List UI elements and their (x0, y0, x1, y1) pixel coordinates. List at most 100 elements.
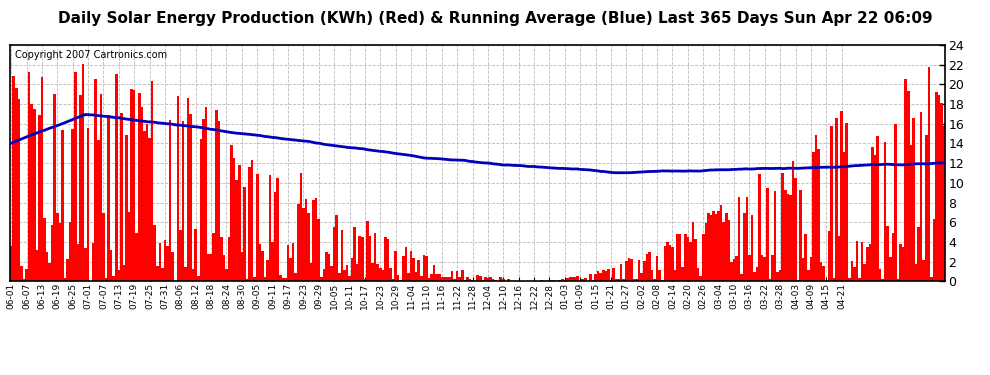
Bar (799, 190, 802, 281)
Bar (363, 279, 366, 281)
Bar (592, 280, 594, 281)
Bar (481, 280, 484, 281)
Bar (146, 124, 148, 281)
Bar (279, 275, 281, 281)
Bar (163, 240, 166, 281)
Bar (46, 252, 49, 281)
Bar (484, 277, 487, 281)
Bar (433, 265, 436, 281)
Bar (74, 72, 76, 281)
Bar (248, 166, 250, 281)
Bar (584, 278, 587, 281)
Bar (420, 276, 423, 281)
Bar (148, 138, 150, 281)
Bar (802, 258, 805, 281)
Bar (341, 230, 344, 281)
Bar (53, 93, 56, 281)
Bar (158, 243, 161, 281)
Bar (879, 268, 881, 281)
Bar (169, 120, 171, 281)
Bar (15, 88, 18, 281)
Bar (705, 223, 707, 281)
Bar (84, 249, 87, 281)
Bar (541, 280, 544, 281)
Bar (366, 221, 368, 281)
Bar (681, 267, 684, 281)
Bar (44, 218, 46, 281)
Bar (566, 278, 568, 281)
Bar (571, 278, 574, 281)
Bar (689, 242, 692, 281)
Bar (794, 178, 797, 281)
Bar (202, 119, 205, 281)
Bar (305, 199, 307, 281)
Bar (855, 241, 858, 281)
Bar (56, 213, 58, 281)
Bar (771, 255, 774, 281)
Bar (238, 165, 241, 281)
Bar (807, 270, 810, 281)
Bar (797, 280, 799, 281)
Bar (176, 96, 179, 281)
Bar (110, 251, 113, 281)
Bar (410, 251, 412, 281)
Bar (910, 145, 912, 281)
Bar (750, 215, 753, 281)
Bar (674, 270, 676, 281)
Bar (755, 267, 758, 281)
Bar (925, 135, 928, 281)
Bar (874, 155, 876, 281)
Bar (244, 186, 246, 281)
Bar (276, 178, 279, 281)
Bar (448, 276, 450, 281)
Bar (933, 219, 936, 281)
Bar (858, 278, 861, 281)
Bar (936, 93, 938, 281)
Bar (471, 280, 474, 281)
Bar (761, 255, 763, 281)
Bar (694, 239, 697, 281)
Bar (161, 268, 163, 281)
Bar (228, 237, 231, 281)
Bar (489, 277, 492, 281)
Bar (550, 280, 553, 281)
Bar (323, 269, 325, 281)
Bar (707, 213, 710, 281)
Bar (118, 270, 120, 281)
Bar (131, 89, 133, 281)
Bar (194, 229, 197, 281)
Bar (818, 150, 820, 281)
Bar (886, 226, 889, 281)
Bar (26, 269, 28, 281)
Bar (123, 265, 126, 281)
Bar (881, 279, 884, 281)
Bar (553, 280, 555, 281)
Bar (18, 99, 20, 281)
Bar (105, 278, 107, 281)
Bar (725, 213, 728, 281)
Bar (81, 64, 84, 281)
Bar (261, 251, 263, 281)
Bar (476, 275, 479, 281)
Bar (266, 260, 268, 281)
Bar (602, 270, 605, 281)
Bar (697, 268, 699, 281)
Bar (346, 265, 348, 281)
Bar (581, 279, 584, 281)
Bar (368, 236, 371, 281)
Bar (38, 116, 41, 281)
Bar (781, 173, 784, 281)
Bar (100, 94, 102, 281)
Bar (126, 135, 128, 281)
Bar (236, 180, 238, 281)
Bar (450, 271, 453, 281)
Bar (102, 213, 105, 281)
Bar (792, 161, 794, 281)
Bar (786, 194, 789, 281)
Bar (715, 214, 718, 281)
Bar (387, 239, 389, 281)
Bar (618, 279, 620, 281)
Bar (423, 255, 425, 281)
Bar (633, 279, 636, 281)
Bar (187, 98, 189, 281)
